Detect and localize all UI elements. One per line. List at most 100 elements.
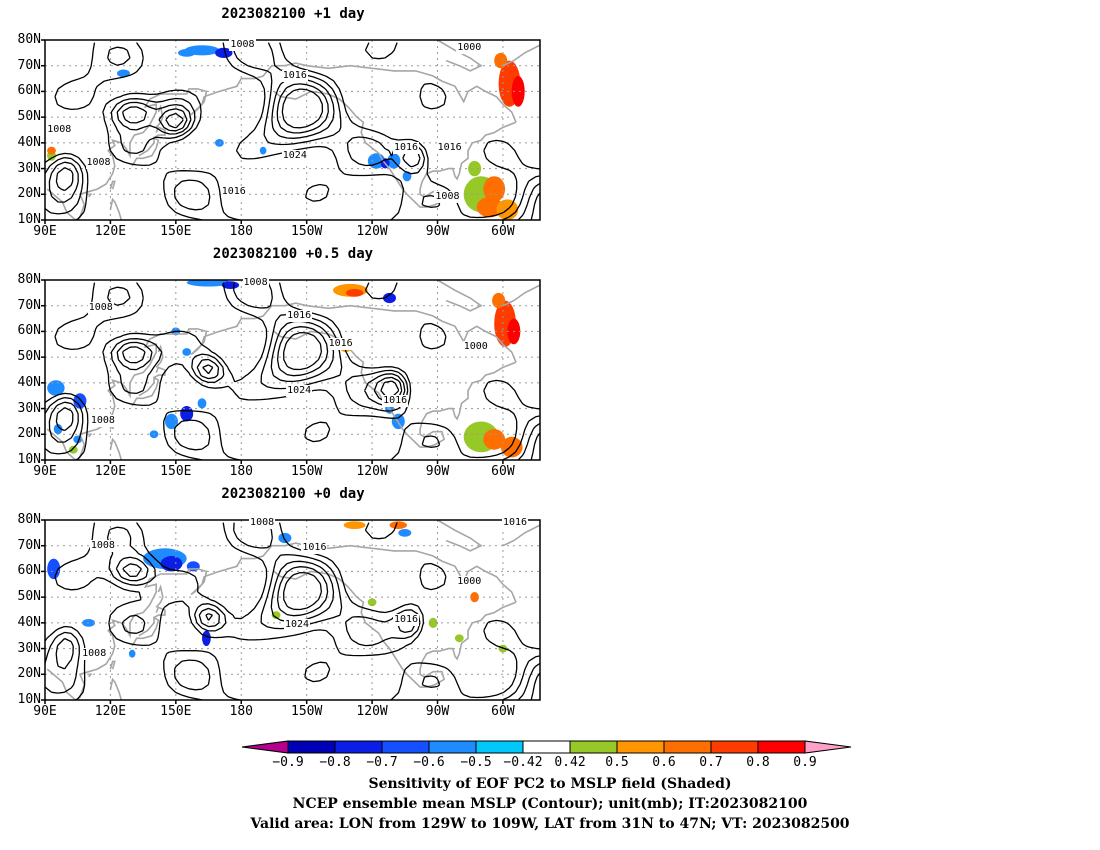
lon-tick-label: 120E xyxy=(94,704,127,719)
colorbar-arrow-right xyxy=(804,740,852,754)
lon-tick-label: 150E xyxy=(160,224,192,239)
sensitivity-patch xyxy=(402,171,412,182)
colorbar-swatch xyxy=(757,740,806,754)
contour-label: 1024 xyxy=(286,384,313,397)
lat-tick-label: 80N xyxy=(17,272,41,287)
contour-label: 1024 xyxy=(283,619,311,632)
mslp-contour xyxy=(45,282,540,460)
colorbar xyxy=(241,740,852,754)
lon-tick-label: 90E xyxy=(33,464,57,479)
lon-tick-label: 180 xyxy=(229,224,253,239)
contour-label: 1016 xyxy=(392,142,420,154)
mslp-contour xyxy=(45,41,540,220)
lon-tick-label: 150W xyxy=(291,464,323,479)
colorbar-swatch xyxy=(569,740,618,754)
contour-label: 1024 xyxy=(281,149,308,162)
lon-tick-label: 60W xyxy=(491,704,515,719)
mslp-contour xyxy=(283,571,323,611)
contour-label: 1008 xyxy=(89,539,116,552)
lat-tick-label: 10N xyxy=(17,692,41,707)
contour-label: 1008 xyxy=(242,276,269,289)
contour-label: 1016 xyxy=(281,70,308,82)
lat-tick-label: 10N xyxy=(17,212,41,227)
lon-tick-label: 90E xyxy=(33,224,57,239)
contour-label: 1016 xyxy=(286,310,313,322)
colorbar-tick-label: 0.42 xyxy=(554,755,586,770)
lon-tick-label: 150W xyxy=(291,224,323,239)
sensitivity-patch xyxy=(454,634,464,643)
sensitivity-patch xyxy=(128,649,136,658)
colorbar-swatch xyxy=(334,740,383,754)
colorbar-arrow-left xyxy=(241,740,289,754)
sensitivity-patch xyxy=(215,47,233,59)
panel-title-2: 2023082100 +0.5 day xyxy=(212,246,374,262)
lon-tick-label: 180 xyxy=(229,464,253,479)
sensitivity-patch xyxy=(53,424,63,435)
contour-label: 1008 xyxy=(89,415,116,428)
lon-tick-label: 120E xyxy=(94,224,127,239)
mslp-contour xyxy=(55,556,540,700)
lat-tick-label: 50N xyxy=(17,589,41,605)
contour-label: 1008 xyxy=(87,302,114,315)
lat-tick-label: 30N xyxy=(17,160,41,176)
lat-tick-label: 70N xyxy=(17,537,41,553)
lat-tick-label: 20N xyxy=(17,186,41,202)
colorbar-tick-label: 0.6 xyxy=(652,755,676,770)
lon-tick-label: 90W xyxy=(425,224,450,239)
footer-line-2: NCEP ensemble mean MSLP (Contour); unit(… xyxy=(292,796,808,812)
colorbar-swatch xyxy=(522,740,571,754)
contour-label: 1000 xyxy=(462,340,489,353)
lat-tick-label: 20N xyxy=(17,666,41,682)
sensitivity-patch xyxy=(343,521,366,529)
lon-tick-label: 60W xyxy=(491,464,515,479)
lon-tick-label: 90E xyxy=(33,704,57,719)
lat-tick-label: 20N xyxy=(17,426,41,442)
lon-tick-label: 90W xyxy=(425,464,450,479)
sensitivity-patch xyxy=(398,529,412,537)
contour-label: 1008 xyxy=(434,190,461,203)
contour-label: 1016 xyxy=(382,394,409,407)
sensitivity-patch xyxy=(182,348,192,356)
contour-label: 1000 xyxy=(456,41,483,54)
sensitivity-patch xyxy=(180,406,194,422)
lon-tick-label: 120W xyxy=(356,224,388,239)
mslp-contour xyxy=(48,320,540,460)
colorbar-swatch xyxy=(475,740,524,754)
sensitivity-patch xyxy=(511,76,525,107)
contour-label: 1008 xyxy=(46,124,73,136)
lon-tick-label: 150E xyxy=(160,464,192,479)
sensitivity-patch xyxy=(483,176,506,203)
colorbar-tick-label: −0.6 xyxy=(413,755,445,770)
colorbar-tick-label: −0.7 xyxy=(366,755,398,770)
sensitivity-patch xyxy=(117,69,130,78)
map-frame xyxy=(44,39,541,221)
colorbar-tick-label: 0.9 xyxy=(793,755,817,770)
lat-tick-label: 40N xyxy=(17,614,41,630)
footer-line-3: Valid area: LON from 129W to 109W, LAT f… xyxy=(250,816,850,832)
footer-line-1: Sensitivity of EOF PC2 to MSLP field (Sh… xyxy=(368,776,732,792)
sensitivity-patch xyxy=(468,160,482,177)
lat-tick-label: 60N xyxy=(17,323,41,339)
lat-tick-label: 80N xyxy=(17,32,41,47)
contour-label: 1008 xyxy=(249,516,276,529)
contour-label: 1008 xyxy=(229,39,256,52)
mslp-contour xyxy=(45,42,540,220)
lat-tick-label: 50N xyxy=(17,349,41,365)
sensitivity-patch xyxy=(178,49,196,57)
lon-tick-label: 90W xyxy=(425,704,450,719)
contour-label: 1016 xyxy=(301,542,328,555)
colorbar-swatch xyxy=(710,740,759,754)
colorbar-tick-label: −0.8 xyxy=(319,755,351,770)
lon-tick-label: 150E xyxy=(160,704,192,719)
mslp-contour xyxy=(122,563,540,700)
colorbar-tick-label: 0.8 xyxy=(746,755,770,770)
mslp-contour xyxy=(55,83,540,220)
colorbar-tick-label: −0.5 xyxy=(460,755,492,770)
panel-title-3: 2023082100 +0 day xyxy=(221,486,365,502)
lon-tick-label: 120W xyxy=(356,464,388,479)
sensitivity-patch xyxy=(389,521,407,529)
sensitivity-patch xyxy=(47,558,61,580)
colorbar-tick-label: 0.5 xyxy=(605,755,629,770)
coastline xyxy=(46,520,540,700)
colorbar-tick-label: −0.9 xyxy=(272,755,304,770)
